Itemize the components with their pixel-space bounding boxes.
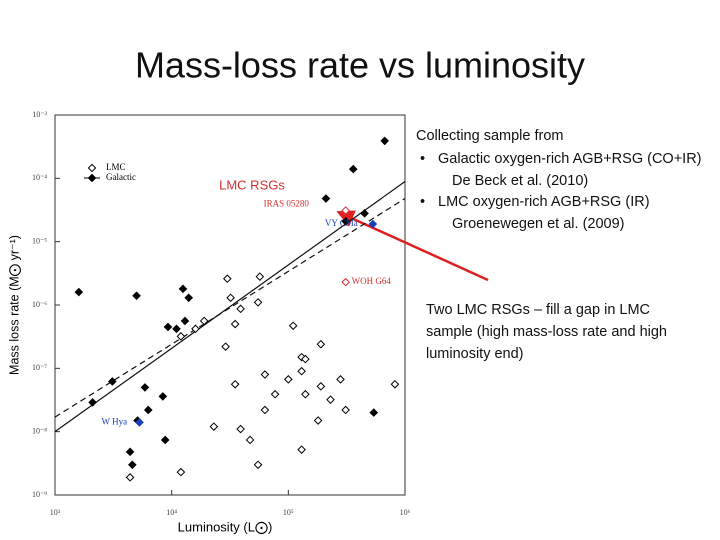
y-tick-label: 10⁻⁷	[32, 363, 47, 372]
bullet-glyph: •	[420, 194, 425, 210]
y-tick-label: 10⁻⁶	[32, 300, 47, 309]
data-point	[128, 460, 137, 470]
data-point	[236, 304, 245, 314]
y-tick-label: 10⁻⁵	[32, 236, 47, 245]
y-tick-label: 10⁻⁹	[32, 490, 47, 499]
sample-heading: Collecting sample from	[416, 128, 563, 144]
data-point	[297, 445, 306, 454]
data-point	[297, 366, 306, 376]
data-point	[143, 405, 153, 415]
data-point	[341, 216, 350, 226]
data-point	[125, 473, 135, 482]
legend-label: Galactic	[106, 172, 136, 182]
legend-marker	[87, 173, 97, 183]
data-point	[360, 209, 369, 218]
fit-line	[54, 198, 406, 418]
highlight-label: W Hya	[101, 416, 127, 426]
data-point	[88, 398, 97, 407]
data-point	[341, 405, 350, 415]
data-point	[288, 321, 298, 331]
data-point	[316, 339, 326, 349]
data-point	[380, 136, 390, 146]
bullet-glyph: •	[420, 151, 425, 167]
data-point	[253, 298, 263, 307]
highlight-point	[341, 206, 350, 215]
bullet-source: Groenewegen et al. (2009)	[452, 216, 625, 232]
y-tick-label: 10⁻⁴	[32, 173, 47, 182]
data-point	[178, 284, 188, 294]
y-axis-title: Mass loss rate (M⨀ yr⁻¹)	[7, 235, 21, 375]
highlight-label: IRAS 05280	[264, 199, 310, 209]
data-point	[260, 370, 270, 379]
data-point	[172, 324, 181, 334]
data-point	[316, 382, 326, 391]
data-point	[230, 319, 240, 329]
data-point	[184, 293, 194, 303]
data-point	[158, 392, 168, 401]
data-point	[270, 389, 280, 399]
highlight-point	[341, 277, 350, 287]
annotation: LMC RSGs	[219, 177, 285, 192]
data-point	[163, 322, 173, 332]
data-point	[230, 379, 240, 389]
highlight-point	[368, 219, 378, 229]
data-point	[284, 375, 293, 384]
data-point	[160, 435, 170, 445]
data-point	[348, 164, 358, 174]
data-point	[260, 405, 270, 415]
bullet-source: De Beck et al. (2010)	[452, 173, 588, 189]
x-axis-title: Luminosity (L⨀)	[178, 519, 273, 534]
highlight-label: VY CMa	[325, 218, 358, 228]
note-line: Two LMC RSGs – fill a gap in LMC	[426, 302, 650, 318]
data-point	[245, 435, 255, 445]
legend-marker	[87, 163, 97, 173]
data-point	[221, 342, 230, 351]
data-point	[321, 194, 331, 203]
data-point	[301, 389, 310, 399]
data-point	[125, 447, 135, 457]
x-tick-label: 10³	[50, 508, 61, 517]
data-point	[236, 424, 245, 434]
data-point	[191, 324, 200, 334]
data-point	[253, 460, 263, 470]
data-point	[199, 316, 209, 326]
data-point	[176, 467, 186, 477]
y-tick-label: 10⁻³	[32, 110, 47, 119]
data-point	[223, 274, 232, 284]
data-point	[255, 272, 265, 281]
legend-label: LMC	[106, 162, 126, 172]
data-point	[313, 416, 323, 425]
data-point	[132, 291, 141, 301]
data-point	[336, 375, 345, 384]
note-line: luminosity end)	[426, 346, 524, 362]
data-point	[301, 354, 310, 364]
note-line: sample (high mass-loss rate and high	[426, 324, 667, 340]
x-tick-label: 10⁵	[283, 508, 294, 517]
highlight-label: WOH G64	[352, 276, 392, 286]
slide-title: Mass-loss rate vs luminosity	[135, 45, 585, 86]
x-tick-label: 10⁶	[400, 508, 411, 517]
data-point	[209, 422, 219, 431]
y-tick-label: 10⁻⁸	[32, 426, 47, 435]
data-point	[74, 287, 84, 297]
pointer-arrow	[336, 210, 489, 282]
highlight-point	[135, 418, 144, 427]
data-point	[369, 408, 379, 417]
bullet-text: LMC oxygen-rich AGB+RSG (IR)	[438, 194, 650, 210]
x-tick-label: 10⁴	[166, 508, 177, 517]
data-point	[226, 293, 235, 303]
data-point	[297, 352, 306, 362]
data-point	[108, 377, 117, 386]
data-point	[326, 395, 335, 404]
data-point	[390, 379, 400, 389]
data-point	[180, 316, 190, 326]
data-point	[176, 332, 186, 341]
data-point	[140, 383, 150, 392]
bullet-text: Galactic oxygen-rich AGB+RSG (CO+IR)	[438, 151, 702, 167]
